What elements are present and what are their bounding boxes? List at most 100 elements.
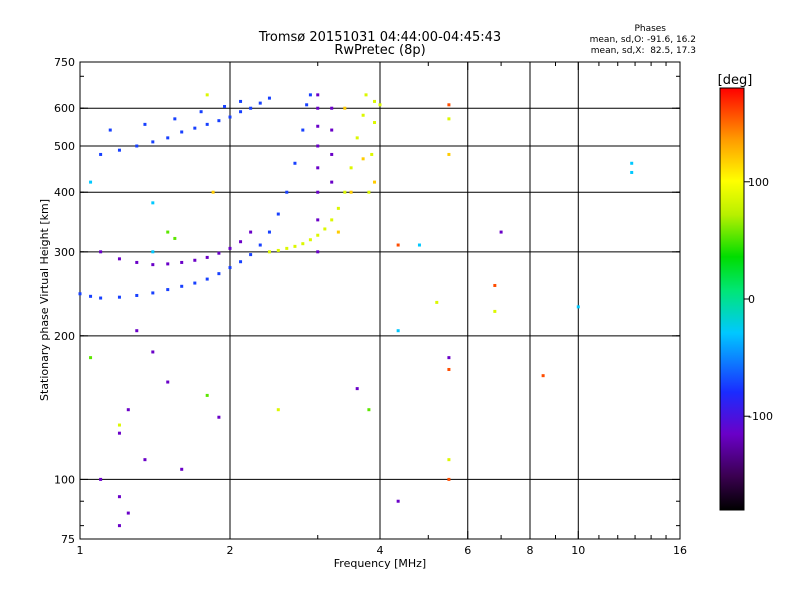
data-point (316, 166, 320, 170)
data-point (117, 423, 121, 427)
data-point (205, 122, 209, 126)
y-tick-label: 200 (54, 330, 75, 343)
y-tick-label: 75 (61, 533, 75, 546)
data-point (361, 113, 365, 117)
data-point (349, 190, 353, 194)
data-point (493, 283, 497, 287)
data-point (447, 477, 451, 481)
data-point (117, 495, 121, 499)
data-point (151, 350, 155, 354)
data-point (180, 284, 184, 288)
data-point (99, 296, 103, 300)
data-point (89, 356, 93, 360)
data-point (193, 126, 197, 130)
data-point (293, 244, 297, 248)
data-point (630, 161, 634, 165)
data-point (447, 117, 451, 121)
y-tick-label: 300 (54, 246, 75, 259)
data-point (343, 190, 347, 194)
data-point (99, 152, 103, 156)
colorbar-ticks: 100 0 -100 (744, 176, 773, 423)
data-point (117, 431, 121, 435)
data-point (151, 201, 155, 205)
x-tick-label: 8 (527, 544, 534, 557)
colorbar-tick-label: -100 (748, 410, 773, 423)
data-point (447, 356, 451, 360)
data-point (576, 305, 580, 309)
data-point (117, 257, 121, 261)
data-point (305, 103, 309, 107)
data-point (143, 122, 147, 126)
data-point (135, 329, 139, 333)
data-point (217, 272, 221, 276)
grid-lines (80, 62, 680, 539)
data-point (373, 121, 377, 125)
data-point (199, 110, 203, 114)
data-point (135, 293, 139, 297)
data-point (99, 477, 103, 481)
data-point (316, 190, 320, 194)
data-point (330, 152, 334, 156)
y-tick-label: 100 (54, 473, 75, 486)
data-point (89, 180, 93, 184)
data-point (117, 295, 121, 299)
data-point (228, 246, 232, 250)
data-point (205, 393, 209, 397)
data-point (126, 511, 130, 515)
data-point (78, 292, 82, 296)
data-point (447, 367, 451, 371)
x-axis-label: Frequency [MHz] (334, 557, 426, 570)
data-point (316, 106, 320, 110)
data-point (316, 124, 320, 128)
y-axis-label: Stationary phase Virtual Height [km] (38, 199, 51, 401)
data-point (126, 408, 130, 412)
data-point (276, 408, 280, 412)
data-point (267, 96, 271, 100)
colorbar-label: [deg] (718, 73, 753, 88)
data-point (447, 103, 451, 107)
data-point (135, 260, 139, 264)
data-point (180, 130, 184, 134)
data-point (293, 161, 297, 165)
data-point (108, 128, 112, 132)
data-point (239, 110, 243, 114)
data-point (99, 250, 103, 254)
data-point (499, 230, 503, 234)
data-point (330, 218, 334, 222)
data-point (143, 458, 147, 462)
data-point (330, 180, 334, 184)
chart-title-line1: Tromsø 20151031 04:44:00-04:45:43 (258, 30, 501, 45)
data-point (258, 101, 262, 105)
data-point (343, 106, 347, 110)
x-tick-labels: 1 2 4 6 8 10 16 (77, 62, 687, 557)
data-point (166, 136, 170, 140)
data-point (301, 128, 305, 132)
data-point (151, 250, 155, 254)
data-point (367, 408, 371, 412)
data-point (151, 140, 155, 144)
x-tick-label: 16 (673, 544, 687, 557)
data-point (151, 263, 155, 267)
data-point (173, 117, 177, 121)
data-point (355, 136, 359, 140)
data-point (301, 242, 305, 246)
data-point (396, 329, 400, 333)
data-point (364, 93, 368, 97)
data-point (249, 230, 253, 234)
colorbar-tick-label: 100 (748, 176, 769, 189)
data-point (211, 190, 215, 194)
y-tick-label: 750 (54, 56, 75, 69)
data-point (217, 119, 221, 123)
data-point (316, 144, 320, 148)
data-point (135, 144, 139, 148)
data-point (258, 243, 262, 247)
data-point (330, 106, 334, 110)
data-point (166, 230, 170, 234)
data-point (239, 260, 243, 264)
x-tick-label: 2 (227, 544, 234, 557)
data-point (180, 260, 184, 264)
data-point (373, 99, 377, 103)
data-point (267, 250, 271, 254)
data-point (435, 300, 439, 304)
colorbar-tick-label: 0 (748, 293, 755, 306)
